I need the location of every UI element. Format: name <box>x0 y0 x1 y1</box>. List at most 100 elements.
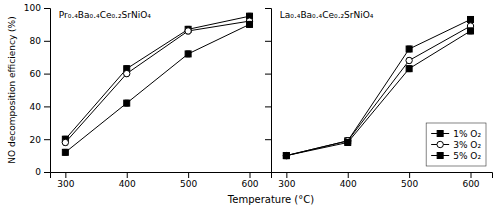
y-tick: 20 <box>30 135 50 145</box>
y-tick-label: 0 <box>35 167 41 177</box>
x-axis: 300 400 500 600 <box>272 172 493 189</box>
error-bar <box>469 17 473 23</box>
x-tick: 400 <box>340 172 357 189</box>
x-tick-label: 400 <box>119 179 136 189</box>
point <box>124 70 130 76</box>
point <box>345 139 351 145</box>
y-tick-mark <box>44 172 50 173</box>
legend: 1% O₂3% O₂5% O₂ <box>426 123 486 166</box>
y-tick-label: 80 <box>30 36 42 46</box>
y-tick-mark <box>44 106 50 107</box>
y-tick-mark <box>44 41 50 42</box>
series-line <box>286 26 470 156</box>
x-tick-mark <box>471 172 472 178</box>
panel: 300400500600La₀.₄Ba₀.₄Ce₀.₂SrNiO₄1% O₂3%… <box>265 9 493 190</box>
y-tick <box>265 74 271 75</box>
error-bar <box>284 153 288 159</box>
error-bar <box>248 21 252 27</box>
error-bar <box>186 51 190 57</box>
series <box>62 13 252 142</box>
x-axis-title: Temperature (°C) <box>227 194 314 205</box>
point <box>283 152 289 158</box>
x-tick-mark <box>286 172 287 178</box>
x-tick-mark <box>188 172 189 178</box>
y-tick-mark <box>265 172 271 173</box>
point <box>124 100 130 106</box>
series-line <box>65 24 249 152</box>
y-tick-label: 40 <box>30 102 42 112</box>
series-line <box>286 19 470 155</box>
error-bar <box>125 100 129 106</box>
legend-swatch-marker <box>437 153 443 159</box>
chart: 300 400 500 600 0 20 40 60 80 100 Pr₀.₄Ba₀.₄Ce₀.₂S… <box>0 0 500 208</box>
point <box>283 153 289 159</box>
y-tick <box>265 8 271 9</box>
point <box>185 51 191 57</box>
x-tick: 600 <box>241 172 258 189</box>
y-tick: 100 <box>24 3 50 13</box>
point <box>468 28 474 34</box>
error-bar <box>469 28 473 34</box>
series <box>62 21 252 155</box>
x-tick: 500 <box>401 172 418 189</box>
point <box>62 139 68 145</box>
y-tick: 80 <box>30 36 50 46</box>
point <box>406 57 412 63</box>
series-line <box>65 16 249 139</box>
point <box>406 66 412 72</box>
x-axis-line <box>51 173 272 179</box>
legend-label: 5% O₂ <box>453 151 481 161</box>
legend-label: 3% O₂ <box>453 140 481 150</box>
y-axis-line <box>265 9 272 173</box>
y-tick-mark <box>265 106 271 107</box>
legend-item: 1% O₂ <box>431 129 481 139</box>
y-tick <box>265 106 271 107</box>
y-tick <box>265 41 271 42</box>
point <box>283 153 289 159</box>
y-tick-mark <box>44 8 50 9</box>
x-tick: 600 <box>462 172 479 189</box>
x-tick: 400 <box>119 172 136 189</box>
y-axis-line <box>44 9 51 173</box>
y-tick-label: 60 <box>30 69 42 79</box>
error-bar <box>407 66 411 72</box>
y-tick-label: 100 <box>24 3 41 13</box>
y-tick-mark <box>265 74 271 75</box>
x-tick-mark <box>409 172 410 178</box>
y-tick-mark <box>265 8 271 9</box>
y-tick-label: 20 <box>30 135 42 145</box>
series-line <box>286 31 470 156</box>
y-tick <box>265 139 271 140</box>
point <box>406 46 412 52</box>
x-tick-mark <box>127 172 128 178</box>
y-axis <box>265 9 272 173</box>
x-tick-label: 600 <box>462 179 479 189</box>
x-tick-mark <box>250 172 251 178</box>
panel: 300 400 500 600 0 20 40 60 80 100 Pr₀.₄Ba₀.₄Ce₀.₂S… <box>24 3 272 189</box>
error-bar <box>346 140 350 146</box>
x-tick-label: 600 <box>241 179 258 189</box>
x-tick: 300 <box>57 172 74 189</box>
x-tick: 300 <box>278 172 295 189</box>
x-tick-mark <box>65 172 66 178</box>
error-bar <box>407 46 411 52</box>
y-tick-mark <box>44 74 50 75</box>
series-line <box>65 21 249 142</box>
legend-swatch-marker <box>437 131 443 137</box>
x-tick-label: 500 <box>401 179 418 189</box>
y-tick-mark <box>44 139 50 140</box>
legend-label: 1% O₂ <box>453 129 481 139</box>
y-tick <box>265 172 271 173</box>
y-tick: 0 <box>35 167 50 177</box>
x-tick-label: 300 <box>278 179 295 189</box>
x-tick-label: 500 <box>180 179 197 189</box>
error-bar <box>63 149 67 155</box>
legend-frame <box>426 123 486 166</box>
error-bar <box>284 153 288 159</box>
x-tick: 500 <box>180 172 197 189</box>
legend-item: 5% O₂ <box>431 151 481 161</box>
panel-title: Pr₀.₄Ba₀.₄Ce₀.₂SrNiO₄ <box>59 10 151 20</box>
legend-swatch-marker <box>437 141 443 147</box>
x-axis: 300 400 500 600 <box>51 172 272 189</box>
x-axis-line <box>272 173 493 179</box>
